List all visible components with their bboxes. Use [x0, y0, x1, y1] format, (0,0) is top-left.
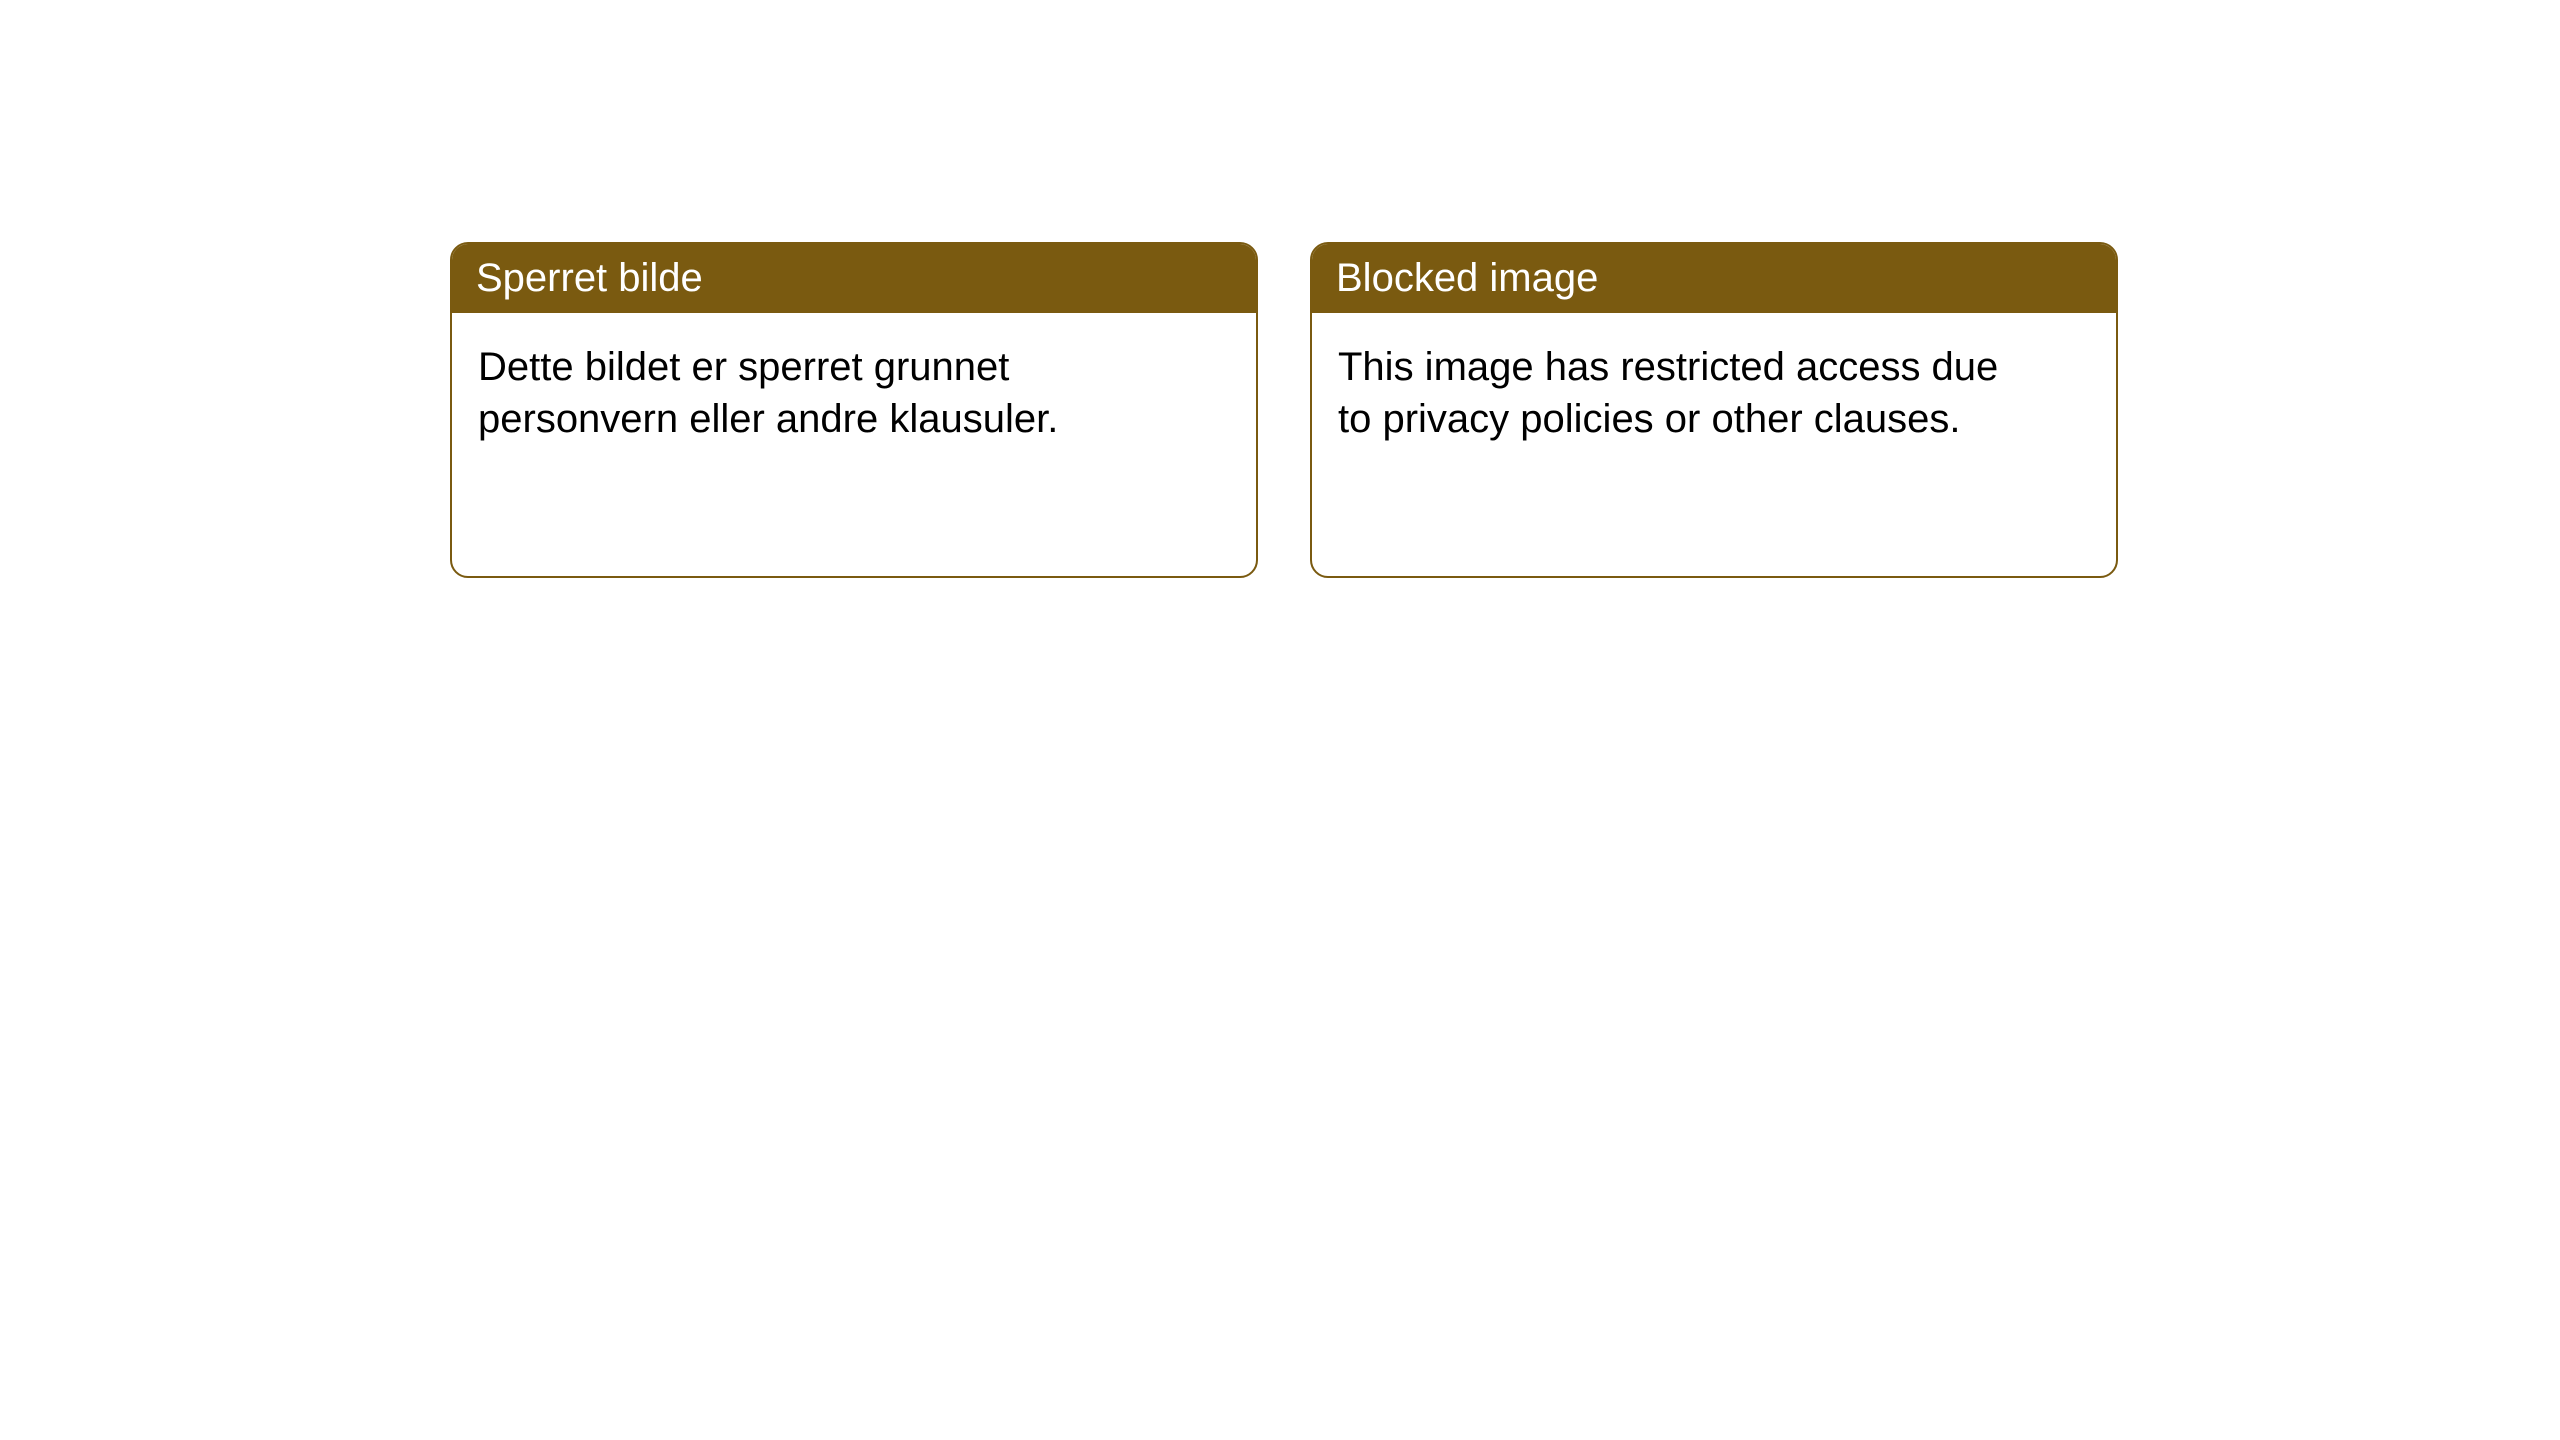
notice-card-en: Blocked image This image has restricted … [1310, 242, 2118, 578]
card-title: Sperret bilde [476, 256, 703, 300]
card-body-text: This image has restricted access due to … [1338, 345, 1998, 441]
card-body-text: Dette bildet er sperret grunnet personve… [478, 345, 1058, 441]
card-header: Blocked image [1312, 244, 2116, 313]
card-header: Sperret bilde [452, 244, 1256, 313]
card-body: This image has restricted access due to … [1312, 313, 2032, 473]
notice-container: Sperret bilde Dette bildet er sperret gr… [0, 0, 2560, 578]
card-body: Dette bildet er sperret grunnet personve… [452, 313, 1172, 473]
notice-card-no: Sperret bilde Dette bildet er sperret gr… [450, 242, 1258, 578]
card-title: Blocked image [1336, 256, 1598, 300]
